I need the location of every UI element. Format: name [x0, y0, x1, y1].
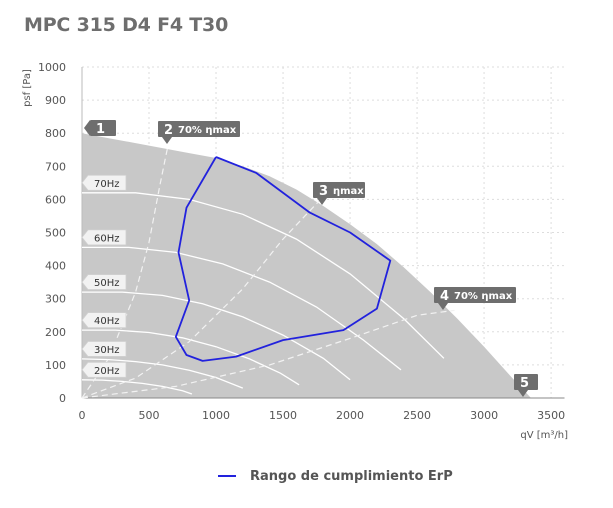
speed-curve-50hz: [82, 291, 351, 381]
speed-label-tag: [81, 229, 127, 246]
point-marker-2[interactable]: [158, 121, 240, 137]
y-tick-label: 800: [45, 127, 66, 140]
speed-label: 60Hz: [94, 233, 120, 244]
x-tick-label: 2500: [403, 409, 431, 422]
efficiency-line-2: [81, 198, 322, 399]
speed-label-tag: [81, 174, 127, 191]
y-tick-label: 700: [45, 160, 66, 173]
erp-range-series: [174, 156, 392, 362]
legend[interactable]: Rango de cumplimiento ErP: [218, 467, 453, 485]
y-tick-label: 500: [45, 227, 66, 240]
x-tick-label: 3000: [470, 409, 498, 422]
point-marker-4[interactable]: [434, 287, 516, 303]
speed-curve-40hz: [82, 329, 300, 386]
efficiency-line-1: [81, 146, 169, 399]
speed-curve-70hz: [82, 192, 445, 359]
efficiency-line-3: [81, 309, 455, 399]
y-tick-label: 200: [45, 326, 66, 339]
y-axis-label: psf [Pa]: [22, 69, 33, 107]
speed-label: 20Hz: [94, 366, 120, 377]
speed-label: 40Hz: [94, 316, 120, 327]
speed-label-tag: [81, 312, 127, 329]
legend-line-swatch: [218, 475, 236, 477]
y-tick-label: 0: [59, 392, 66, 405]
speed-label-tag: [81, 361, 127, 378]
chart-title: MPC 315 D4 F4 T30: [24, 14, 229, 36]
x-tick-label: 3500: [537, 409, 565, 422]
y-tick-label: 300: [45, 293, 66, 306]
speed-label: 30Hz: [94, 345, 120, 356]
point-marker-5[interactable]: [514, 374, 538, 390]
y-tick-label: 400: [45, 260, 66, 273]
speed-label: 50Hz: [94, 278, 120, 289]
point-number: 5: [520, 376, 529, 391]
point-marker-pointer: [317, 198, 327, 205]
y-tick-label: 100: [45, 359, 66, 372]
point-label: 70% ηmax: [454, 291, 513, 302]
point-label: 70% ηmax: [178, 125, 237, 136]
point-marker-1[interactable]: [90, 120, 116, 136]
chart-svg: 70Hz 60Hz 50Hz 40Hz 30Hz 20Hz 1 2 70% ηmax 3 ηmax 4…: [22, 61, 568, 441]
y-tick-label: 600: [45, 193, 66, 206]
speed-curve-60hz: [82, 246, 402, 371]
point-number: 1: [96, 122, 105, 137]
point-number: 3: [319, 184, 328, 199]
point-number: 4: [440, 289, 449, 304]
x-tick-label: 1500: [269, 409, 297, 422]
x-tick-label: 0: [79, 409, 86, 422]
x-tick-label: 2000: [336, 409, 364, 422]
point-label: ηmax: [333, 186, 364, 197]
speed-label: 70Hz: [94, 179, 120, 190]
legend-label: Rango de cumplimiento ErP: [250, 468, 453, 484]
point-marker-pointer: [162, 137, 172, 144]
operating-area: [82, 133, 531, 398]
y-tick-label: 1000: [38, 61, 66, 74]
point-marker-3[interactable]: [313, 182, 365, 198]
y-tick-label: 900: [45, 94, 66, 107]
speed-label-tag: [81, 341, 127, 357]
point-marker-pointer: [518, 390, 528, 397]
point-number: 2: [164, 123, 173, 138]
x-axis-label: qV [m³/h]: [520, 430, 568, 441]
x-tick-label: 1000: [202, 409, 230, 422]
point-marker-pointer: [438, 303, 448, 310]
point-marker-pointer: [84, 120, 90, 136]
x-tick-label: 500: [139, 409, 160, 422]
speed-curve-20hz: [81, 379, 193, 395]
speed-label-tag: [81, 274, 127, 290]
